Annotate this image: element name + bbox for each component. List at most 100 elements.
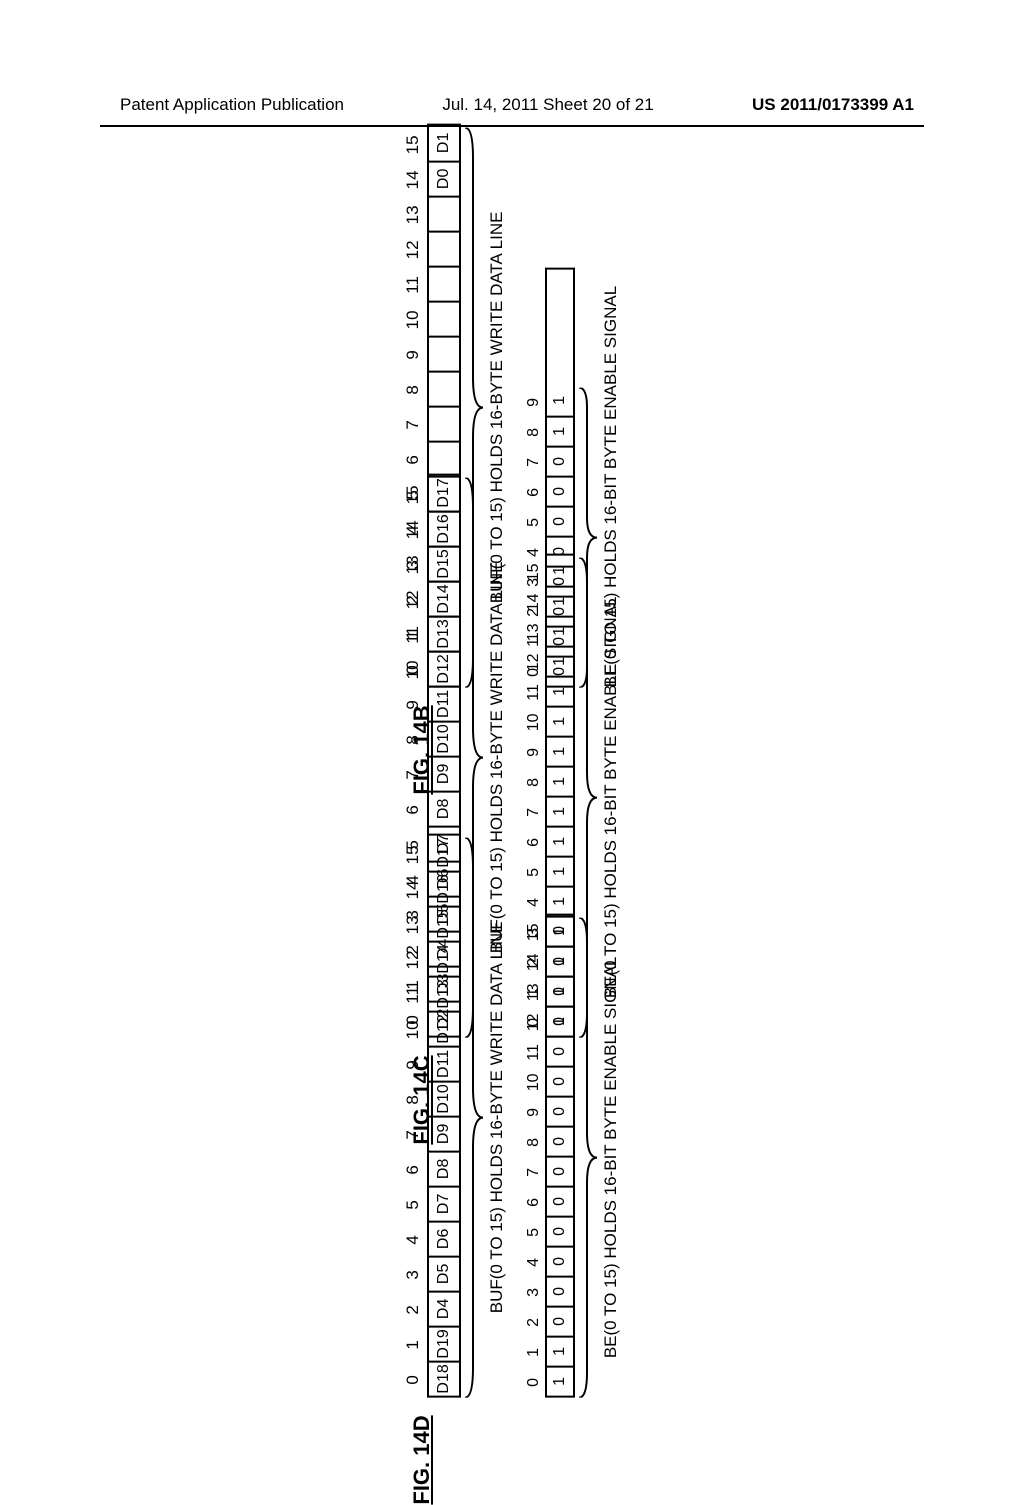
index-cell: 11 [525,677,543,707]
index-cell: 8 [403,722,423,757]
fig-label-14d: FIG. 14D [409,1415,435,1504]
index-cell: 5 [525,1217,543,1247]
header-center: Jul. 14, 2011 Sheet 20 of 21 [442,95,653,115]
data-cell [429,370,459,405]
data-cell: D5 [429,1255,459,1290]
index-cell: 0 [525,1367,543,1397]
index-cell: 3 [525,1277,543,1307]
data-cell: D9 [429,755,459,790]
data-cell [429,300,459,335]
data-cell: D1 [429,125,459,160]
index-cell: 6 [403,792,423,827]
data-cell: D6 [429,1220,459,1255]
index-cell: 2 [525,1307,543,1337]
index-cell: 7 [403,757,423,792]
data-cell: 0 [547,945,573,975]
data-cell: D8 [429,1150,459,1185]
index-cell: 9 [403,687,423,722]
data-cell: D10 [429,720,459,755]
data-cell [429,195,459,230]
index-cell: 14 [403,512,423,547]
index-cell: 9 [525,1097,543,1127]
index-cell: 15 [525,557,543,587]
data-cell: D15 [429,905,459,940]
brace-icon [463,833,485,1397]
index-cell: 6 [525,1187,543,1217]
data-cell: D4 [429,1290,459,1325]
header-left: Patent Application Publication [120,95,344,115]
data-cell: 1 [547,1365,573,1395]
data-cell: 0 [547,1125,573,1155]
index-cell: 15 [403,477,423,512]
data-cell: D16 [429,870,459,905]
data-cell [429,440,459,475]
data-cell: D18 [429,1360,459,1395]
page-header: Patent Application Publication Jul. 14, … [0,95,1024,115]
index-cell: 5 [403,1187,423,1222]
index-cell: 10 [403,302,423,337]
data-cell: 0 [547,1155,573,1185]
index-cell: 8 [525,417,543,447]
index-cell: 13 [403,547,423,582]
index-cell: 8 [525,767,543,797]
index-cell: 13 [403,907,423,942]
data-cell: 1 [547,1335,573,1365]
index-cell: 14 [403,872,423,907]
data-cell [429,230,459,265]
index-cell: 8 [403,1082,423,1117]
data-cell: 0 [547,975,573,1005]
index-cell: 9 [525,387,543,417]
index-cell: 8 [403,372,423,407]
index-cell: 1 [403,1327,423,1362]
buf-container-d: 0123456789101112131415 D18D19D4D5D6D7D8D… [403,833,507,1397]
data-cell: D8 [429,790,459,825]
index-cell: 9 [403,1047,423,1082]
index-cell: 13 [525,977,543,1007]
data-cell: 1 [547,735,573,765]
buf-caption: BUF(0 TO 15) HOLDS 16-BYTE WRITE DATA LI… [487,837,507,1397]
data-cell [429,265,459,300]
index-cell: 3 [403,1257,423,1292]
data-cell: D13 [429,615,459,650]
data-cell: D9 [429,1115,459,1150]
index-cell: 15 [525,917,543,947]
index-cell: 11 [525,1037,543,1067]
data-cell: D14 [429,580,459,615]
data-cell: 0 [547,1065,573,1095]
data-cell: 1 [547,385,573,415]
index-cell: 15 [403,127,423,162]
data-cell: D0 [429,160,459,195]
data-cell: 0 [547,1035,573,1065]
index-cell: 13 [525,617,543,647]
index-cell: 11 [403,617,423,652]
data-cell: 1 [547,675,573,705]
index-cell: 1 [525,1337,543,1367]
data-cell: 0 [547,915,573,945]
data-cell: D15 [429,545,459,580]
index-cell: 10 [525,707,543,737]
index-cell: 4 [525,1247,543,1277]
data-cell: D7 [429,1185,459,1220]
data-cell: D14 [429,940,459,975]
index-cell: 12 [525,647,543,677]
data-cell: 1 [547,585,573,615]
data-cell: 1 [547,645,573,675]
data-cell: D16 [429,510,459,545]
index-cell: 9 [403,337,423,372]
data-cell: D11 [429,685,459,720]
index-cell: 14 [403,162,423,197]
header-right: US 2011/0173399 A1 [752,95,914,115]
index-cell: 10 [525,1067,543,1097]
data-cell: D17 [429,475,459,510]
index-cell: 11 [403,977,423,1012]
be-container-d: 0123456789101112131415 1100000000000000 … [525,913,621,1397]
data-cell: 0 [547,1005,573,1035]
buf-index-row: 0123456789101112131415 [403,833,423,1397]
index-cell: 7 [403,407,423,442]
index-cell: 9 [525,737,543,767]
data-cell: 1 [547,555,573,585]
data-cell: 0 [547,445,573,475]
index-cell: 12 [403,232,423,267]
data-cell: D13 [429,975,459,1010]
data-cell: D11 [429,1045,459,1080]
